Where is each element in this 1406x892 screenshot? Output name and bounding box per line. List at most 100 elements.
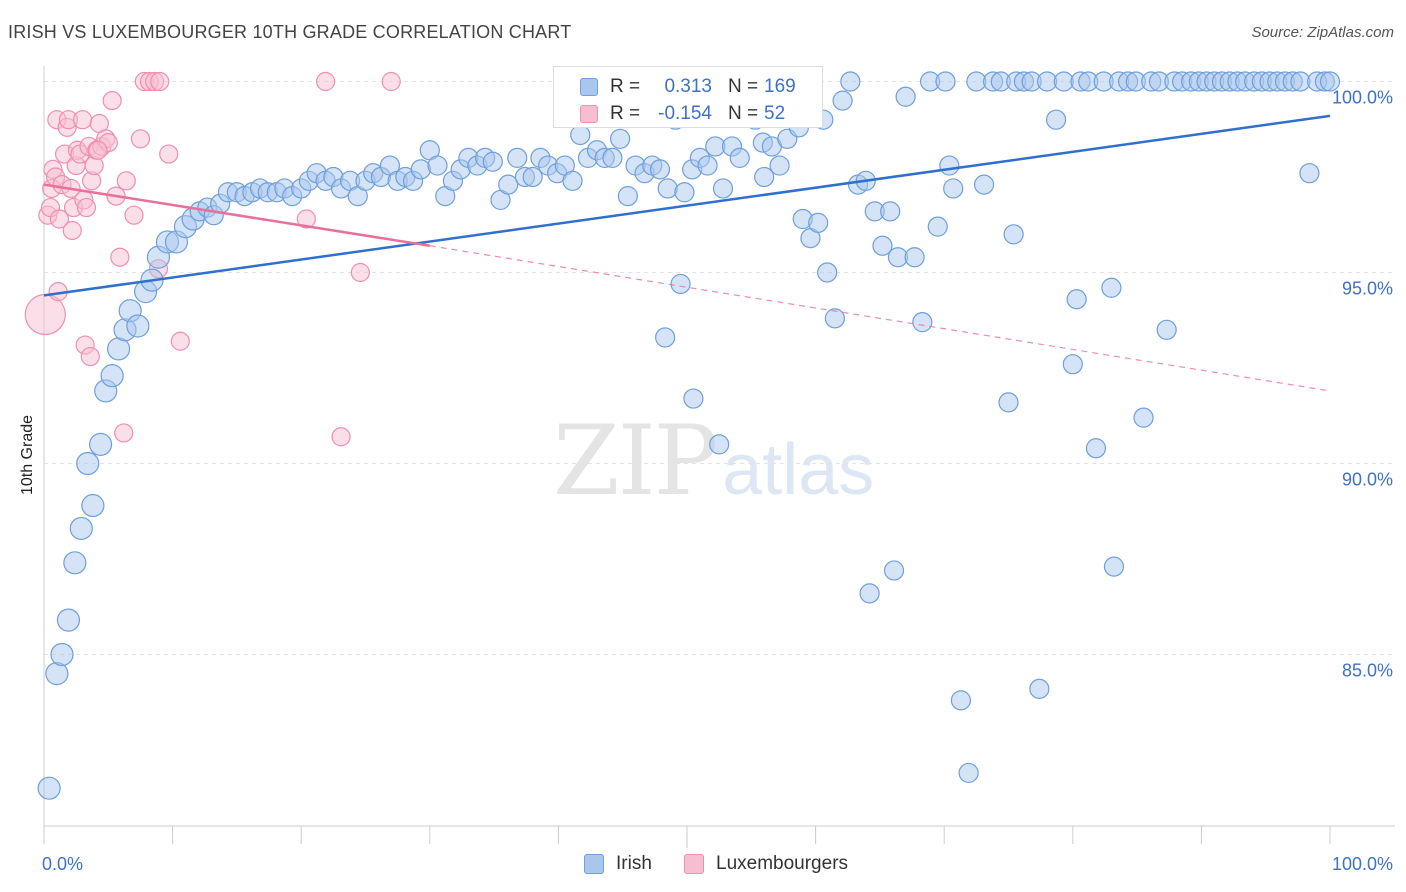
irish-point [754,166,775,188]
irish-point [482,151,503,172]
luxembourgers-point [350,262,370,283]
grid-lines [44,81,1395,655]
irish-point [76,451,100,476]
luxembourgers-trend-extension [429,245,1331,392]
irish-point [943,178,964,199]
watermark: ZIPatlas [553,405,874,517]
irish-point [697,155,718,176]
irish-point [683,388,704,409]
luxembourgers-point [102,90,122,111]
luxembourgers-points [24,71,401,447]
luxembourgers-point [49,209,70,229]
luxembourgers-point [62,220,82,241]
luxembourgers-point [316,71,336,92]
irish-point [1029,678,1050,699]
irish-point [912,312,933,333]
irish-point [602,147,623,168]
irish-point [998,392,1019,413]
luxembourgers-point [130,129,151,149]
watermark-atlas: atlas [722,430,875,510]
luxembourgers-point [114,423,134,443]
irish-point [712,178,734,199]
irish-point [81,493,105,518]
n-label: N = [728,76,759,97]
irish-point [45,661,69,686]
luxembourgers-point [110,247,130,267]
luxembourgers-point [296,209,316,229]
legend-row-luxembourgers: R = -0.154 N = 52 [554,100,822,128]
irish-point [655,327,676,348]
irish-point [63,551,87,575]
luxembourgers-point [88,140,108,160]
irish-point [904,247,925,268]
lux-legend-label: Luxembourgers [716,853,849,874]
irish-points [37,71,1341,800]
irish-point [973,174,995,195]
lux-n-value: 52 [764,103,786,124]
irish-point [1062,354,1083,375]
y-tick-label: 85.0% [1342,661,1393,681]
irish-point [1045,109,1067,130]
irish-point [570,124,591,146]
luxembourgers-point [76,197,97,218]
luxembourgers-point [80,346,100,367]
irish-point [840,71,861,92]
irish-point [37,776,61,800]
irish-point [1133,407,1154,428]
y-tick-label: 90.0% [1342,470,1393,490]
irish-point [769,155,790,176]
irish-point [808,212,829,233]
lux-swatch [580,105,598,123]
luxembourgers-point [72,110,93,130]
irish-point [674,182,695,203]
irish-point [88,432,113,456]
irish-point [1101,277,1122,298]
lux-legend-swatch [684,854,704,874]
irish-point [657,178,678,199]
irish-point [100,364,124,388]
irish-point [729,147,750,168]
irish-point [498,174,519,195]
tick-labels: 85.0% 90.0% 95.0% 100.0% 0.0% 100.0% [42,88,1393,875]
irish-point [649,159,671,180]
luxembourgers-point [170,331,190,351]
irish-point [832,90,853,111]
irish-point [1319,71,1341,92]
irish-point [895,86,916,107]
y-axis-label: 10th Grade [19,414,36,496]
irish-point [617,186,638,207]
irish-point [1003,224,1024,245]
irish-point [927,216,948,237]
irish-point [709,434,730,455]
luxembourgers-point [124,205,144,225]
luxembourgers-trend-line [43,183,430,247]
y-tick-label: 100.0% [1332,88,1393,108]
r-label: R = [610,103,641,124]
irish-point [410,159,431,180]
irish-point [859,583,880,604]
luxembourgers-point [381,71,401,92]
irish-r-value: 0.313 [664,76,712,97]
irish-point [1066,289,1087,310]
irish-point [670,273,691,295]
irish-point [1299,163,1320,184]
x-tick-label-max: 100.0% [1332,854,1393,874]
irish-point [50,642,74,667]
irish-point [126,314,150,338]
irish-point [817,262,838,283]
luxembourgers-point [116,171,136,191]
irish-n-value: 169 [764,76,796,97]
y-tick-label: 95.0% [1342,279,1393,299]
irish-point [562,170,583,191]
irish-point [939,155,960,176]
irish-point [427,155,448,176]
irish-point [522,166,543,188]
irish-point [1085,438,1107,459]
watermark-zip: ZIP [553,405,718,517]
irish-swatch [580,78,598,96]
legend-row-irish: R = 0.313 N = 169 [554,73,822,101]
irish-point [610,128,631,149]
n-label: N = [728,103,759,124]
r-label: R = [610,76,641,97]
